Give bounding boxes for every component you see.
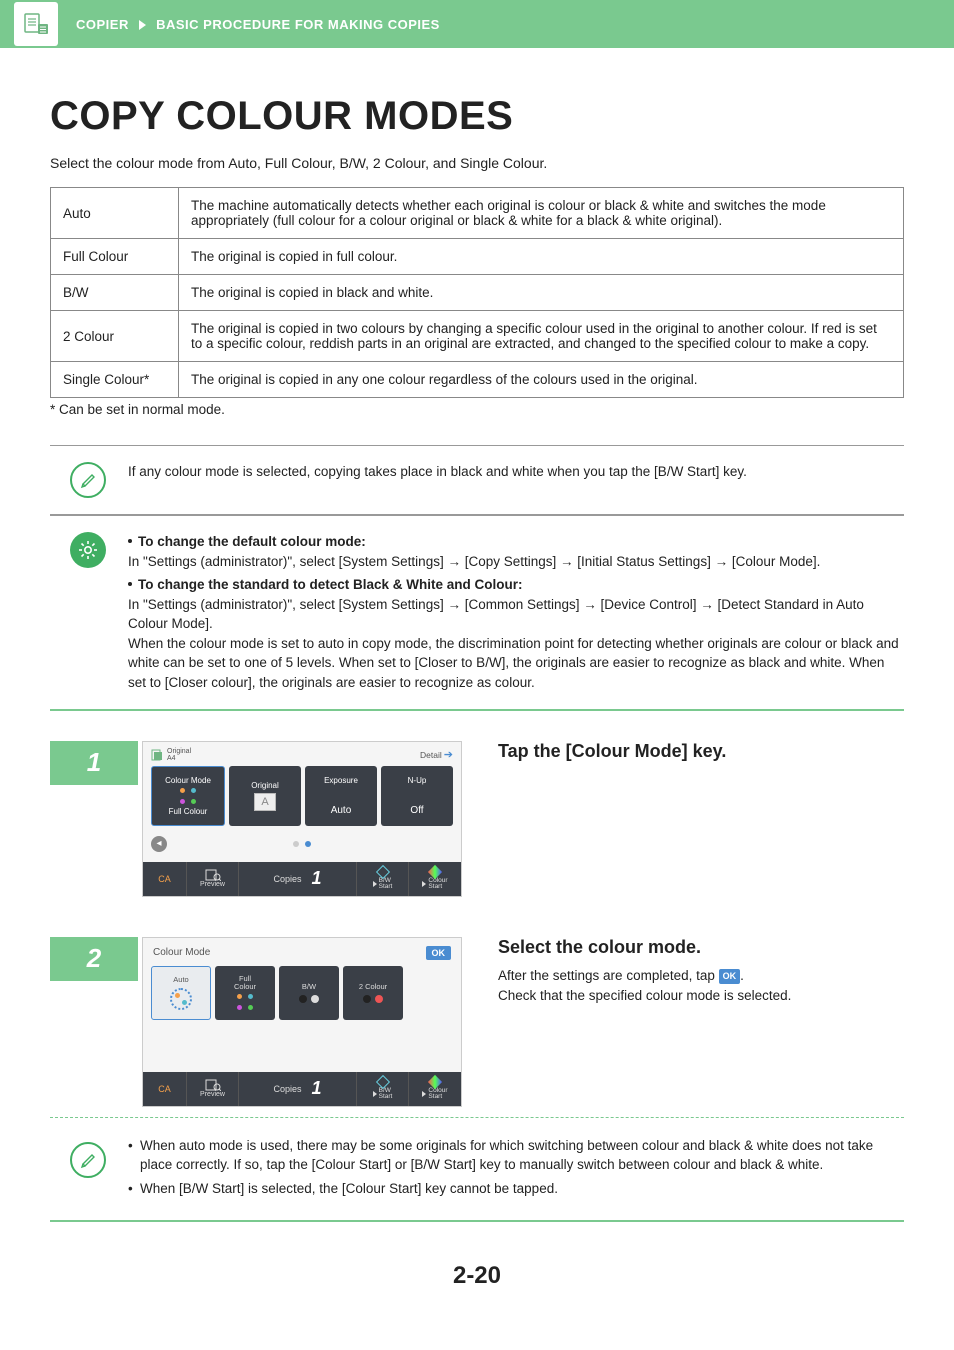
ui-screenshot-2: Colour Mode OK Auto Full Colour [142, 937, 462, 1107]
copies-field[interactable]: Copies 1 [239, 862, 357, 896]
copies-field[interactable]: Copies 1 [239, 1072, 357, 1106]
ok-button[interactable]: OK [426, 946, 452, 960]
tile-exposure[interactable]: Exposure Auto [305, 766, 377, 826]
mode-label: B/W [51, 275, 179, 311]
step-2: 2 Colour Mode OK Auto Full Colour [50, 937, 904, 1107]
ok-icon-inline: OK [719, 969, 741, 985]
step-1-title: Tap the [Colour Mode] key. [498, 741, 904, 762]
breadcrumb-page[interactable]: BASIC PROCEDURE FOR MAKING COPIES [156, 17, 440, 32]
info-text-1: If any colour mode is selected, copying … [128, 462, 747, 482]
page-title: COPY COLOUR MODES [50, 94, 904, 139]
note-1: When auto mode is used, there may be som… [128, 1136, 904, 1175]
info-block-1: If any colour mode is selected, copying … [50, 445, 904, 515]
mode-desc: The machine automatically detects whethe… [179, 188, 904, 239]
note-2: When [B/W Start] is selected, the [Colou… [128, 1179, 904, 1199]
table-row: Full ColourThe original is copied in ful… [51, 239, 904, 275]
pager-back-button[interactable]: ◂ [151, 836, 167, 852]
note-icon [70, 462, 106, 498]
breadcrumb-section[interactable]: COPIER [76, 17, 129, 32]
ui-screenshot-1: Original A4 Detail ➔ Colour Mode [142, 741, 462, 897]
table-row: Single Colour*The original is copied in … [51, 362, 904, 398]
detail-button[interactable]: Detail ➔ [420, 748, 453, 761]
tile-original[interactable]: Original A [229, 766, 301, 826]
chevron-right-icon [139, 20, 146, 30]
table-row: B/WThe original is copied in black and w… [51, 275, 904, 311]
breadcrumb: COPIER BASIC PROCEDURE FOR MAKING COPIES [76, 17, 440, 32]
mode-label: Full Colour [51, 239, 179, 275]
settings-icon [70, 532, 106, 568]
mode-desc: The original is copied in any one colour… [179, 362, 904, 398]
tile-nup[interactable]: N-Up Off [381, 766, 453, 826]
page-number: 2-20 [50, 1262, 904, 1290]
mode-label: Auto [51, 188, 179, 239]
modes-table: AutoThe machine automatically detects wh… [50, 187, 904, 398]
pager-dot-active[interactable] [305, 841, 311, 847]
step-number: 2 [50, 937, 138, 981]
bw-start-button[interactable]: B/W Start [357, 1072, 409, 1106]
mode-full-colour[interactable]: Full Colour [215, 966, 275, 1020]
step-1: 1 Original A4 Detail ➔ [50, 741, 904, 897]
preview-button[interactable]: Preview [187, 862, 239, 896]
step-number: 1 [50, 741, 138, 785]
table-row: AutoThe machine automatically detects wh… [51, 188, 904, 239]
section-icon [14, 2, 58, 46]
mode-label: Single Colour* [51, 362, 179, 398]
note-icon [70, 1142, 106, 1178]
info-text-2: To change the default colour mode: In "S… [128, 532, 904, 693]
mode-bw[interactable]: B/W [279, 966, 339, 1020]
bw-start-button[interactable]: B/W Start [357, 862, 409, 896]
final-notes: When auto mode is used, there may be som… [50, 1117, 904, 1203]
step-2-text: After the settings are completed, tap OK… [498, 966, 904, 1007]
mode-2-colour[interactable]: 2 Colour [343, 966, 403, 1020]
header-bar: COPIER BASIC PROCEDURE FOR MAKING COPIES [0, 0, 954, 48]
preview-button[interactable]: Preview [187, 1072, 239, 1106]
mode-desc: The original is copied in black and whit… [179, 275, 904, 311]
mode-desc: The original is copied in two colours by… [179, 311, 904, 362]
ca-button[interactable]: CA [143, 1072, 187, 1106]
step-2-title: Select the colour mode. [498, 937, 904, 958]
colour-start-button[interactable]: Colour Start [409, 1072, 461, 1106]
info-block-2: To change the default colour mode: In "S… [50, 515, 904, 711]
colour-start-button[interactable]: Colour Start [409, 862, 461, 896]
table-footnote: * Can be set in normal mode. [50, 402, 904, 417]
mode-auto[interactable]: Auto [151, 966, 211, 1020]
intro-text: Select the colour mode from Auto, Full C… [50, 155, 904, 171]
mode-label: 2 Colour [51, 311, 179, 362]
dialog-title: Colour Mode [153, 947, 210, 958]
pager-dot[interactable] [293, 841, 299, 847]
ca-button[interactable]: CA [143, 862, 187, 896]
mode-desc: The original is copied in full colour. [179, 239, 904, 275]
tile-colour-mode[interactable]: Colour Mode Full Colour [151, 766, 225, 826]
table-row: 2 ColourThe original is copied in two co… [51, 311, 904, 362]
